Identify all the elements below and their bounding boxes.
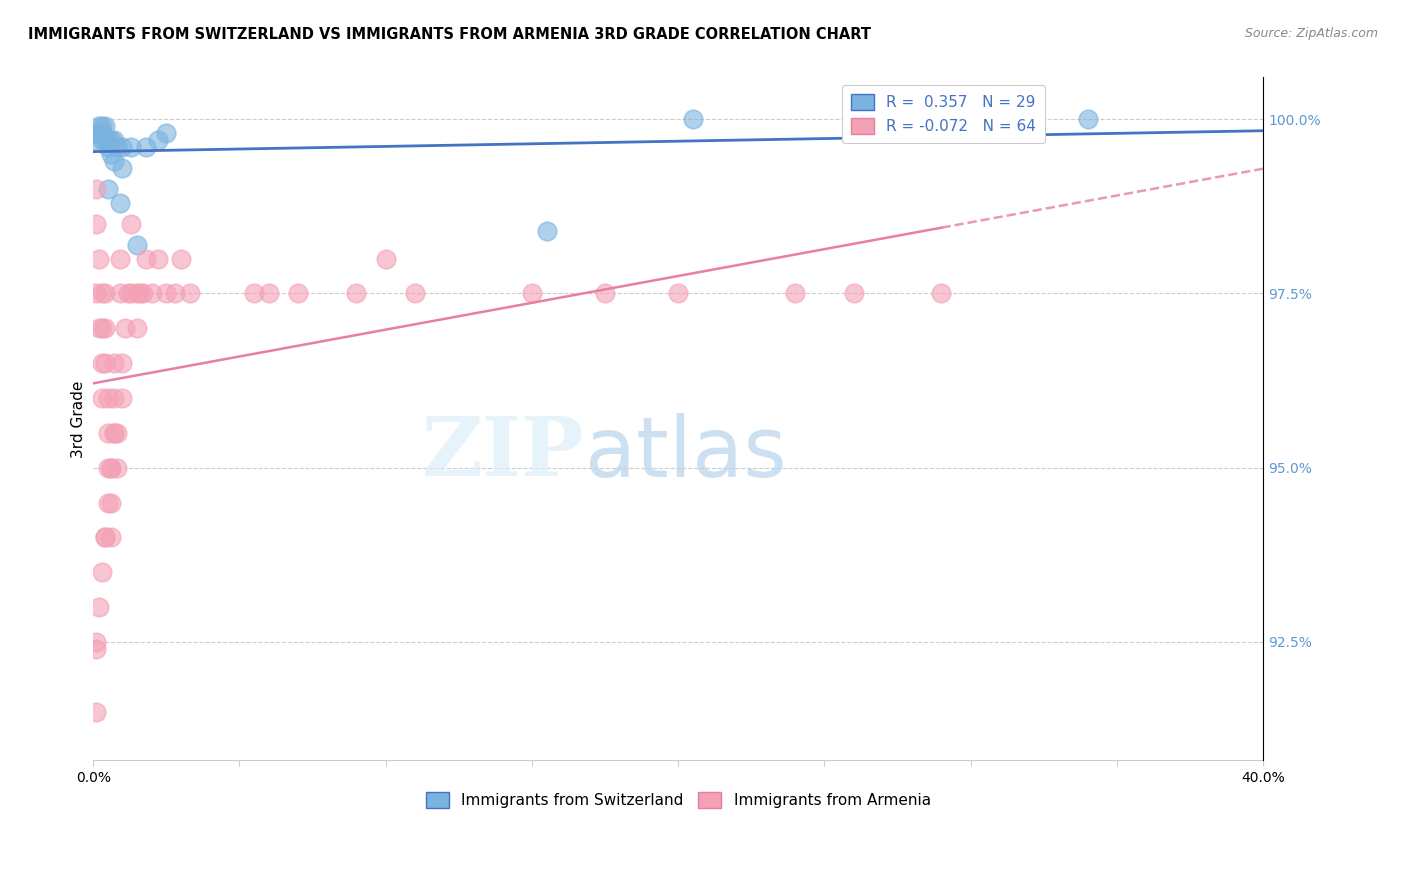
Point — [100, 133, 122, 147]
Text: IMMIGRANTS FROM SWITZERLAND VS IMMIGRANTS FROM ARMENIA 3RD GRADE CORRELATION CHA: IMMIGRANTS FROM SWITZERLAND VS IMMIGRANT… — [28, 27, 872, 42]
Point — [94, 356, 117, 370]
Point — [155, 126, 177, 140]
Point — [593, 286, 616, 301]
Point — [97, 495, 120, 509]
Point — [105, 140, 128, 154]
Point — [91, 120, 114, 134]
Point — [120, 140, 142, 154]
Text: atlas: atlas — [585, 413, 786, 493]
Point — [94, 530, 117, 544]
Point — [374, 252, 396, 266]
Point — [536, 224, 558, 238]
Point — [872, 112, 894, 127]
Point — [111, 391, 134, 405]
Point — [87, 600, 110, 615]
Point — [146, 133, 169, 147]
Point — [87, 126, 110, 140]
Point — [94, 530, 117, 544]
Text: Source: ZipAtlas.com: Source: ZipAtlas.com — [1244, 27, 1378, 40]
Point — [94, 120, 117, 134]
Point — [105, 460, 128, 475]
Point — [97, 133, 120, 147]
Point — [257, 286, 280, 301]
Point — [179, 286, 201, 301]
Point — [94, 286, 117, 301]
Point — [287, 286, 309, 301]
Point — [141, 286, 163, 301]
Point — [100, 530, 122, 544]
Point — [84, 705, 107, 719]
Point — [87, 252, 110, 266]
Point — [170, 252, 193, 266]
Point — [100, 147, 122, 161]
Point — [100, 460, 122, 475]
Point — [135, 140, 157, 154]
Point — [125, 286, 148, 301]
Point — [91, 286, 114, 301]
Point — [125, 321, 148, 335]
Point — [111, 140, 134, 154]
Point — [94, 321, 117, 335]
Point — [91, 126, 114, 140]
Legend: Immigrants from Switzerland, Immigrants from Armenia: Immigrants from Switzerland, Immigrants … — [419, 786, 936, 814]
Point — [146, 252, 169, 266]
Point — [108, 286, 131, 301]
Point — [129, 286, 152, 301]
Point — [404, 286, 426, 301]
Point — [84, 635, 107, 649]
Point — [111, 161, 134, 175]
Point — [103, 391, 125, 405]
Point — [931, 286, 953, 301]
Point — [135, 252, 157, 266]
Point — [84, 286, 107, 301]
Point — [87, 321, 110, 335]
Point — [165, 286, 187, 301]
Point — [103, 356, 125, 370]
Point — [103, 154, 125, 169]
Point — [785, 286, 807, 301]
Point — [97, 425, 120, 440]
Point — [666, 286, 689, 301]
Point — [91, 321, 114, 335]
Point — [114, 321, 136, 335]
Point — [108, 252, 131, 266]
Point — [842, 286, 865, 301]
Point — [84, 182, 107, 196]
Point — [84, 217, 107, 231]
Point — [108, 195, 131, 210]
Point — [103, 425, 125, 440]
Point — [105, 425, 128, 440]
Point — [100, 495, 122, 509]
Point — [84, 126, 107, 140]
Point — [87, 120, 110, 134]
Point — [97, 391, 120, 405]
Point — [91, 391, 114, 405]
Point — [97, 182, 120, 196]
Point — [346, 286, 368, 301]
Point — [94, 133, 117, 147]
Y-axis label: 3rd Grade: 3rd Grade — [72, 380, 86, 458]
Point — [117, 286, 139, 301]
Point — [132, 286, 155, 301]
Point — [520, 286, 543, 301]
Point — [120, 286, 142, 301]
Point — [91, 356, 114, 370]
Point — [155, 286, 177, 301]
Point — [243, 286, 266, 301]
Point — [100, 460, 122, 475]
Point — [125, 237, 148, 252]
Point — [682, 112, 704, 127]
Point — [84, 133, 107, 147]
Point — [1077, 112, 1099, 127]
Point — [84, 641, 107, 656]
Point — [120, 217, 142, 231]
Point — [91, 133, 114, 147]
Point — [103, 425, 125, 440]
Point — [111, 356, 134, 370]
Point — [91, 566, 114, 580]
Text: ZIP: ZIP — [422, 413, 585, 493]
Point — [97, 460, 120, 475]
Point — [97, 140, 120, 154]
Point — [103, 133, 125, 147]
